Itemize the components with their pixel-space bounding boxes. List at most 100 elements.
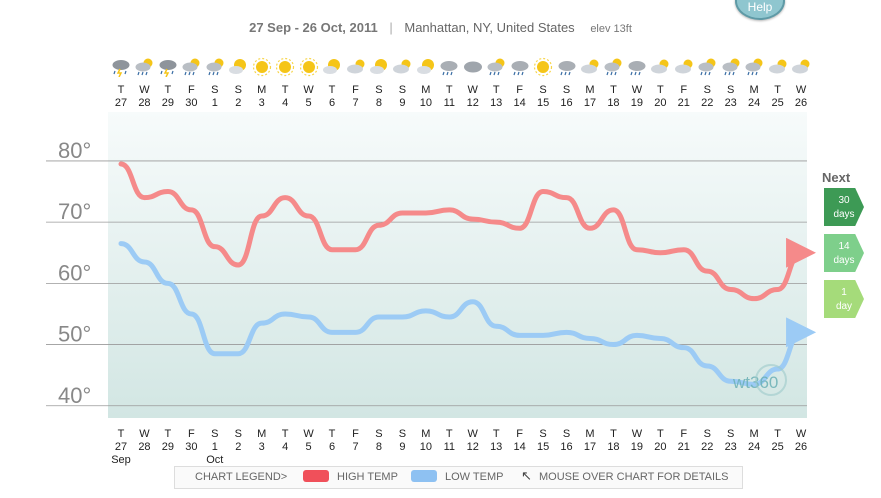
day-number: 7: [352, 441, 359, 453]
day-number: 29: [161, 441, 175, 453]
next-30-days-button[interactable]: 30 days: [824, 188, 864, 226]
day-number: 26: [794, 97, 808, 109]
next-1-line1: 1: [841, 287, 847, 298]
day-number: 28: [138, 97, 151, 109]
day-number: 26: [794, 441, 808, 453]
y-tick-label: 50°: [58, 322, 91, 347]
month-label: Sep: [111, 454, 131, 466]
partly-cloudy-icon: [346, 57, 366, 77]
day-label: T 20: [648, 428, 672, 454]
day-letter: S: [539, 84, 547, 96]
day-number: 3: [258, 441, 265, 453]
day-letter: M: [257, 428, 267, 440]
day-letter: W: [139, 428, 150, 440]
day-label: S 16: [555, 84, 579, 110]
day-label: W 12: [461, 428, 485, 454]
day-label: T 13: [484, 84, 508, 110]
day-label: T 29: [156, 84, 180, 110]
day-label: F 14: [508, 84, 532, 110]
day-number: 5: [305, 97, 312, 109]
day-letter: M: [585, 84, 595, 96]
day-label: S 22: [695, 84, 719, 110]
partly-cloudy-icon: [650, 57, 670, 77]
day-label: S 23: [719, 84, 743, 110]
day-number: 1: [211, 441, 218, 453]
elevation: elev 13ft: [590, 23, 632, 35]
day-number: 12: [466, 97, 479, 109]
day-label: T 11: [437, 84, 461, 110]
next-1-day-button[interactable]: 1 day: [824, 280, 864, 318]
day-number: 7: [352, 97, 359, 109]
day-label: W 28: [132, 428, 156, 454]
storm-icon: [111, 57, 131, 78]
day-letter: S: [398, 84, 407, 96]
header-separator: |: [389, 20, 393, 35]
rain-icon: [557, 57, 577, 77]
day-number: 1: [211, 97, 218, 109]
day-number: 16: [560, 97, 573, 109]
legend-low-label: LOW TEMP: [445, 471, 504, 483]
day-letter: T: [656, 84, 664, 96]
day-letter: S: [398, 428, 407, 440]
legend-high-label: HIGH TEMP: [337, 471, 398, 483]
month-label: Oct: [206, 454, 224, 466]
help-button[interactable]: Help: [735, 0, 785, 20]
day-number: 14: [513, 441, 526, 453]
day-letter: T: [774, 84, 781, 96]
rain-sun-icon: [181, 57, 201, 77]
day-label: M 17: [578, 84, 602, 110]
day-label: M 24: [742, 428, 766, 454]
day-letter: T: [328, 84, 336, 96]
day-letter: S: [375, 428, 383, 440]
day-letter: F: [352, 428, 359, 440]
day-letter: S: [211, 428, 219, 440]
high-temp-swatch: [303, 470, 329, 482]
day-number: 30: [185, 441, 198, 453]
day-letter: T: [328, 428, 336, 440]
day-number: 17: [583, 97, 597, 109]
day-letter: M: [749, 428, 759, 440]
watermark-logo: wt360: [732, 373, 778, 392]
help-label: Help: [747, 0, 773, 14]
day-number: 8: [375, 97, 382, 109]
date-range: 27 Sep - 26 Oct, 2011: [249, 20, 378, 35]
day-letter: S: [234, 428, 242, 440]
day-label: W 12: [461, 84, 485, 110]
day-number: 18: [607, 441, 620, 453]
day-letter: W: [467, 428, 478, 440]
day-number: 8: [375, 441, 382, 453]
day-number: 2: [235, 97, 242, 109]
day-letter: S: [703, 84, 711, 96]
day-number: 22: [701, 441, 714, 453]
day-letter: W: [303, 84, 314, 96]
rain-sun-icon: [134, 57, 154, 77]
day-label: F 30: [179, 428, 203, 454]
day-letter: T: [445, 428, 453, 440]
day-number: 25: [771, 97, 784, 109]
day-letter: S: [211, 84, 219, 96]
day-letter: S: [727, 428, 735, 440]
legend-hint: MOUSE OVER CHART FOR DETAILS: [539, 471, 729, 483]
day-label: T 27: [109, 428, 133, 454]
day-number: 14: [513, 97, 526, 109]
day-number: 12: [466, 441, 479, 453]
day-number: 20: [654, 441, 667, 453]
next-14-days-button[interactable]: 14 days: [824, 234, 864, 272]
plot-background: [108, 112, 807, 418]
chart-header: 27 Sep - 26 Oct, 2011 | Manhattan, NY, U…: [0, 20, 881, 35]
day-number: 30: [185, 97, 198, 109]
day-label: W 19: [625, 428, 649, 454]
day-letter: S: [562, 84, 571, 96]
day-label: W 19: [625, 84, 649, 110]
partly-cloudy-icon: [674, 57, 694, 77]
day-number: 20: [654, 97, 667, 109]
